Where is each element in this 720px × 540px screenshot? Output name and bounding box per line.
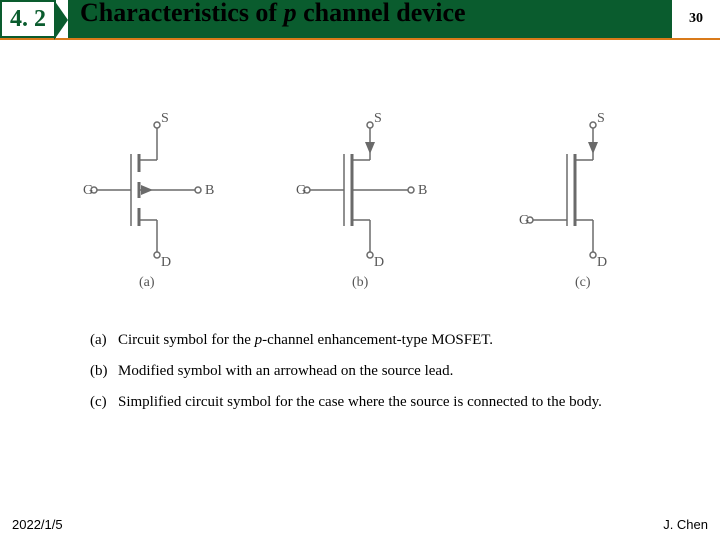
svg-text:S: S — [374, 111, 382, 126]
sub-label-b: (b) — [352, 275, 369, 290]
diagram-b: S G D B (b) — [270, 110, 450, 290]
caption-a: (a) Circuit symbol for the p-channel enh… — [90, 330, 660, 351]
caption-c: (c) Simplified circuit symbol for the ca… — [90, 392, 660, 413]
caption-list: (a) Circuit symbol for the p-channel enh… — [90, 330, 660, 413]
footer-author: J. Chen — [663, 517, 708, 532]
slide-title: Characteristics of p channel device — [80, 0, 466, 28]
section-number-text: 4. 2 — [10, 6, 46, 33]
svg-text:S: S — [597, 111, 605, 126]
svg-text:G: G — [296, 183, 306, 198]
sub-label-c: (c) — [575, 275, 591, 290]
page-number: 30 — [670, 0, 720, 38]
terminal-b: B — [205, 183, 214, 198]
footer-date: 2022/1/5 — [12, 517, 63, 532]
svg-text:B: B — [418, 183, 427, 198]
svg-text:D: D — [374, 255, 384, 270]
terminal-g: G — [83, 183, 93, 198]
diagram-a: S G D B (a) — [57, 110, 237, 290]
caption-b: (b) Modified symbol with an arrowhead on… — [90, 361, 660, 382]
slide-footer: 2022/1/5 J. Chen — [0, 517, 720, 532]
terminal-s: S — [161, 111, 169, 126]
sub-label-a: (a) — [139, 275, 155, 290]
terminal-d: D — [161, 255, 171, 270]
svg-text:D: D — [597, 255, 607, 270]
title-bar: Characteristics of p channel device — [68, 0, 670, 38]
svg-text:G: G — [519, 213, 529, 228]
diagram-area: S G D B (a) — [0, 110, 720, 290]
section-number-badge: 4. 2 — [0, 0, 56, 38]
slide-header: 4. 2 Characteristics of p channel device… — [0, 0, 720, 40]
diagram-c: S G D (c) — [483, 110, 663, 290]
chevron-icon — [54, 0, 68, 40]
